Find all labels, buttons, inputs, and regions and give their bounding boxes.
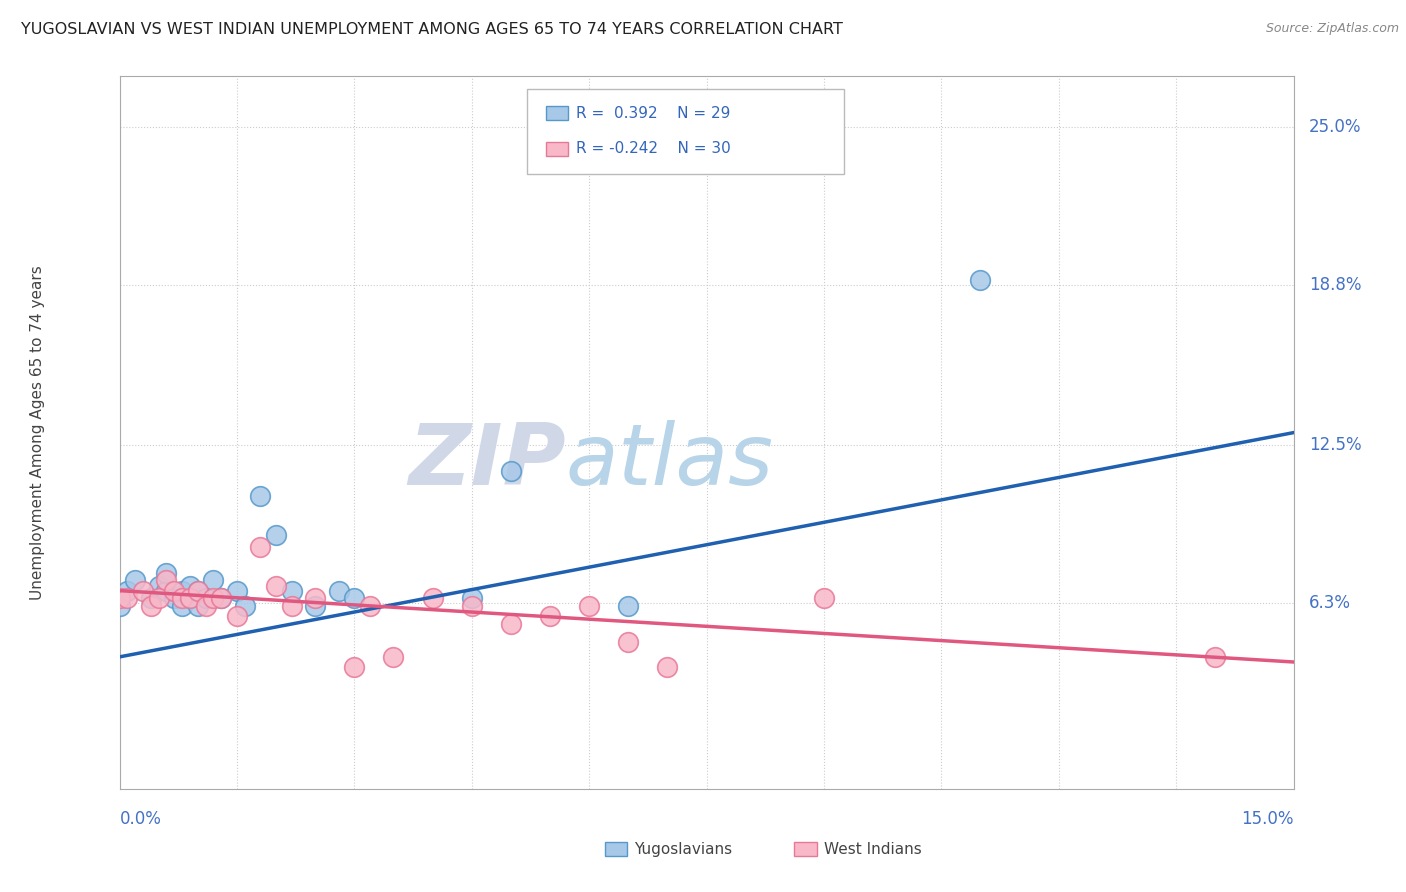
Point bbox=[343, 591, 366, 606]
Point bbox=[202, 591, 225, 606]
Text: atlas: atlas bbox=[565, 419, 773, 503]
Text: 6.3%: 6.3% bbox=[1309, 594, 1351, 613]
Point bbox=[359, 599, 381, 613]
Point bbox=[343, 660, 366, 674]
Text: 12.5%: 12.5% bbox=[1309, 436, 1362, 454]
Point bbox=[813, 591, 835, 606]
Text: Yugoslavians: Yugoslavians bbox=[634, 842, 733, 856]
Point bbox=[233, 599, 256, 613]
Point bbox=[1204, 649, 1226, 664]
Point bbox=[179, 591, 201, 606]
Point bbox=[264, 578, 287, 592]
Point bbox=[172, 583, 194, 598]
Text: Source: ZipAtlas.com: Source: ZipAtlas.com bbox=[1265, 22, 1399, 36]
Point bbox=[155, 574, 177, 588]
Text: ZIP: ZIP bbox=[408, 419, 565, 503]
Point bbox=[209, 591, 232, 606]
Point bbox=[209, 591, 232, 606]
Text: R =  0.392    N = 29: R = 0.392 N = 29 bbox=[576, 106, 731, 120]
Point bbox=[422, 591, 444, 606]
Point bbox=[132, 583, 155, 598]
Point bbox=[328, 583, 350, 598]
Point bbox=[304, 599, 326, 613]
Point bbox=[225, 609, 249, 624]
Point bbox=[657, 660, 679, 674]
Point bbox=[382, 649, 405, 664]
Point bbox=[117, 591, 139, 606]
Point bbox=[538, 609, 561, 624]
Point bbox=[194, 599, 217, 613]
Text: YUGOSLAVIAN VS WEST INDIAN UNEMPLOYMENT AMONG AGES 65 TO 74 YEARS CORRELATION CH: YUGOSLAVIAN VS WEST INDIAN UNEMPLOYMENT … bbox=[21, 22, 844, 37]
Point bbox=[148, 591, 170, 606]
Point bbox=[155, 583, 177, 598]
Point bbox=[187, 583, 209, 598]
Text: West Indians: West Indians bbox=[824, 842, 922, 856]
Point bbox=[304, 591, 326, 606]
Point bbox=[163, 583, 186, 598]
Point bbox=[460, 591, 484, 606]
Text: 25.0%: 25.0% bbox=[1309, 118, 1361, 136]
Point bbox=[969, 273, 991, 287]
Point bbox=[187, 583, 209, 598]
Point bbox=[460, 599, 484, 613]
Point bbox=[202, 574, 225, 588]
Point bbox=[172, 599, 194, 613]
Point bbox=[179, 578, 201, 592]
Point bbox=[117, 583, 139, 598]
Point bbox=[617, 599, 640, 613]
Point bbox=[179, 591, 201, 606]
Point bbox=[578, 599, 600, 613]
Point bbox=[499, 464, 522, 478]
Point bbox=[187, 599, 209, 613]
Text: R = -0.242    N = 30: R = -0.242 N = 30 bbox=[576, 142, 731, 156]
Text: 0.0%: 0.0% bbox=[120, 810, 162, 828]
Text: Unemployment Among Ages 65 to 74 years: Unemployment Among Ages 65 to 74 years bbox=[30, 265, 45, 600]
Point bbox=[172, 591, 194, 606]
Text: 18.8%: 18.8% bbox=[1309, 276, 1361, 293]
Point bbox=[108, 599, 131, 613]
Point bbox=[280, 583, 302, 598]
Point bbox=[617, 634, 640, 648]
Point bbox=[148, 578, 170, 592]
Point bbox=[124, 574, 146, 588]
Point bbox=[194, 591, 217, 606]
Text: 15.0%: 15.0% bbox=[1241, 810, 1294, 828]
Point bbox=[225, 583, 249, 598]
Point bbox=[264, 527, 287, 541]
Point bbox=[499, 616, 522, 631]
Point bbox=[163, 591, 186, 606]
Point bbox=[108, 591, 131, 606]
Point bbox=[280, 599, 302, 613]
Point bbox=[155, 566, 177, 580]
Point bbox=[139, 591, 162, 606]
Point bbox=[249, 489, 271, 503]
Point bbox=[139, 599, 162, 613]
Point bbox=[249, 541, 271, 555]
